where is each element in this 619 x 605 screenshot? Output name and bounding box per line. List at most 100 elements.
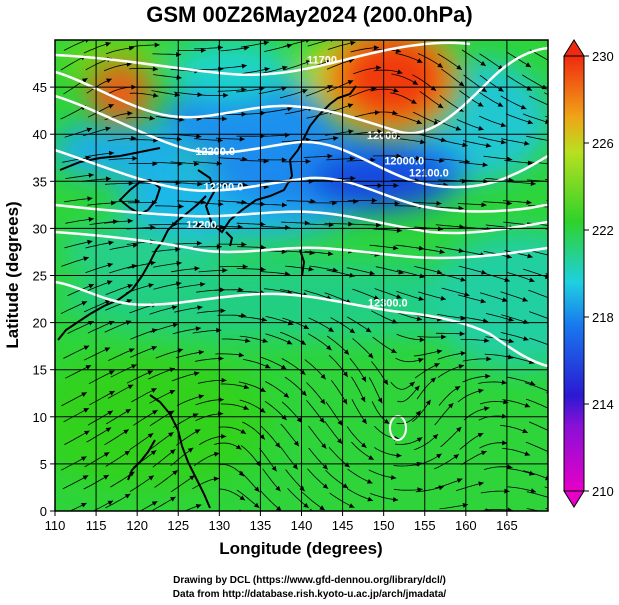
streamline-arrow <box>439 158 445 163</box>
streamline-arrow <box>319 505 325 511</box>
x-tick-label: 150 <box>373 518 395 533</box>
streamline-arrow <box>437 103 444 109</box>
streamline <box>528 289 548 299</box>
streamline-arrow <box>460 351 466 356</box>
streamline-arrow <box>549 59 555 64</box>
streamline-arrow <box>396 518 401 523</box>
streamline-arrow <box>172 470 178 476</box>
streamline-arrow <box>194 266 200 272</box>
streamline-arrow <box>371 198 377 203</box>
streamline-arrow <box>152 161 158 167</box>
streamline-arrow <box>308 266 314 272</box>
streamline-arrow <box>501 413 507 419</box>
streamline-arrow <box>337 420 343 426</box>
streamline-arrow <box>218 356 224 361</box>
streamline-arrow <box>108 150 115 156</box>
streamline-arrow <box>441 334 447 340</box>
streamline-arrow <box>360 396 366 403</box>
streamline-arrow <box>484 406 490 412</box>
streamline-arrow <box>281 249 287 255</box>
lat-lon-grid <box>55 40 548 511</box>
streamline-arrow <box>420 139 426 145</box>
streamline-arrow <box>187 447 194 453</box>
streamline-arrow <box>170 496 176 502</box>
streamline-arrow <box>486 356 492 362</box>
streamline-arrow <box>107 500 114 506</box>
streamline-arrow <box>108 320 115 326</box>
streamline-arrow <box>260 110 266 116</box>
x-tick-label: 160 <box>455 518 477 533</box>
streamline-arrow <box>220 308 226 314</box>
streamline <box>529 337 548 346</box>
cyclone-contour <box>389 415 407 441</box>
streamline-arrow <box>221 433 227 439</box>
streamline-arrow <box>277 523 283 528</box>
streamline-arrow <box>132 243 138 248</box>
x-tick-label: 130 <box>208 518 230 533</box>
streamline-arrow <box>150 450 157 456</box>
streamline-arrow <box>425 399 431 406</box>
streamline-arrow <box>178 203 184 209</box>
streamline-arrow <box>105 176 112 182</box>
streamline-arrow <box>127 110 133 116</box>
streamline-arrow <box>342 371 348 377</box>
streamline-arrow <box>349 156 355 162</box>
streamline-arrow <box>337 438 343 444</box>
y-tick-label: 40 <box>33 127 47 142</box>
streamline-arrow <box>243 45 250 51</box>
streamline-arrow <box>260 387 266 392</box>
streamline-arrow <box>439 249 445 255</box>
streamline-arrow <box>502 297 508 302</box>
streamline-arrow <box>83 256 89 262</box>
credit-dcl: Drawing by DCL (https://www.gfd-dennou.o… <box>173 575 446 586</box>
streamline-arrow <box>481 202 487 208</box>
streamline-arrow <box>129 45 135 51</box>
streamline <box>414 515 443 516</box>
y-axis-label: Latitude (degrees) <box>3 201 22 348</box>
streamline-arrow <box>177 348 184 353</box>
streamline-arrow <box>436 453 442 459</box>
streamline-arrow <box>392 497 399 502</box>
streamline-arrow <box>320 398 326 405</box>
streamline-arrow <box>222 116 228 122</box>
streamline-arrow <box>485 143 492 148</box>
x-tick-label: 120 <box>126 518 148 533</box>
streamline-arrow <box>152 410 158 415</box>
streamline-arrow <box>460 277 466 282</box>
streamline-arrow <box>222 267 228 273</box>
streamline-arrow <box>416 58 423 63</box>
contour-label: 12000.0 <box>384 155 424 167</box>
colorbar-bottom-arrow <box>563 490 585 508</box>
streamline-arrow <box>396 227 402 233</box>
streamline-arrow <box>109 391 115 396</box>
contour-label: 12300.0 <box>368 298 408 310</box>
streamline <box>525 398 548 409</box>
streamline-arrow <box>480 298 486 304</box>
streamline-arrow <box>370 157 376 163</box>
streamline-arrow <box>193 371 200 377</box>
streamline-arrow <box>260 266 266 272</box>
streamline-arrow <box>524 451 530 456</box>
streamline-arrow <box>168 432 174 438</box>
streamline-arrow <box>81 503 87 508</box>
streamline-arrow <box>200 282 206 287</box>
streamline-arrow <box>530 488 536 494</box>
streamline-arrow <box>126 61 132 67</box>
streamline-arrow <box>365 327 372 333</box>
streamline-arrow <box>132 155 138 161</box>
coastlines <box>57 85 357 509</box>
streamline-arrow <box>197 221 202 227</box>
colorbar-tick-label: 210 <box>592 484 614 499</box>
streamline-arrow <box>296 417 302 423</box>
streamline-arrow <box>478 481 484 487</box>
streamline-arrow <box>418 245 425 251</box>
streamline-arrow <box>245 338 251 343</box>
streamline-arrow <box>456 478 463 483</box>
streamline-arrow <box>527 253 533 259</box>
streamline-arrow <box>149 115 155 121</box>
streamline-arrow <box>367 479 373 484</box>
streamline-arrow <box>526 86 532 91</box>
x-tick-label: 155 <box>414 518 436 533</box>
streamline-arrow <box>376 65 382 71</box>
streamline-arrow <box>319 417 325 423</box>
